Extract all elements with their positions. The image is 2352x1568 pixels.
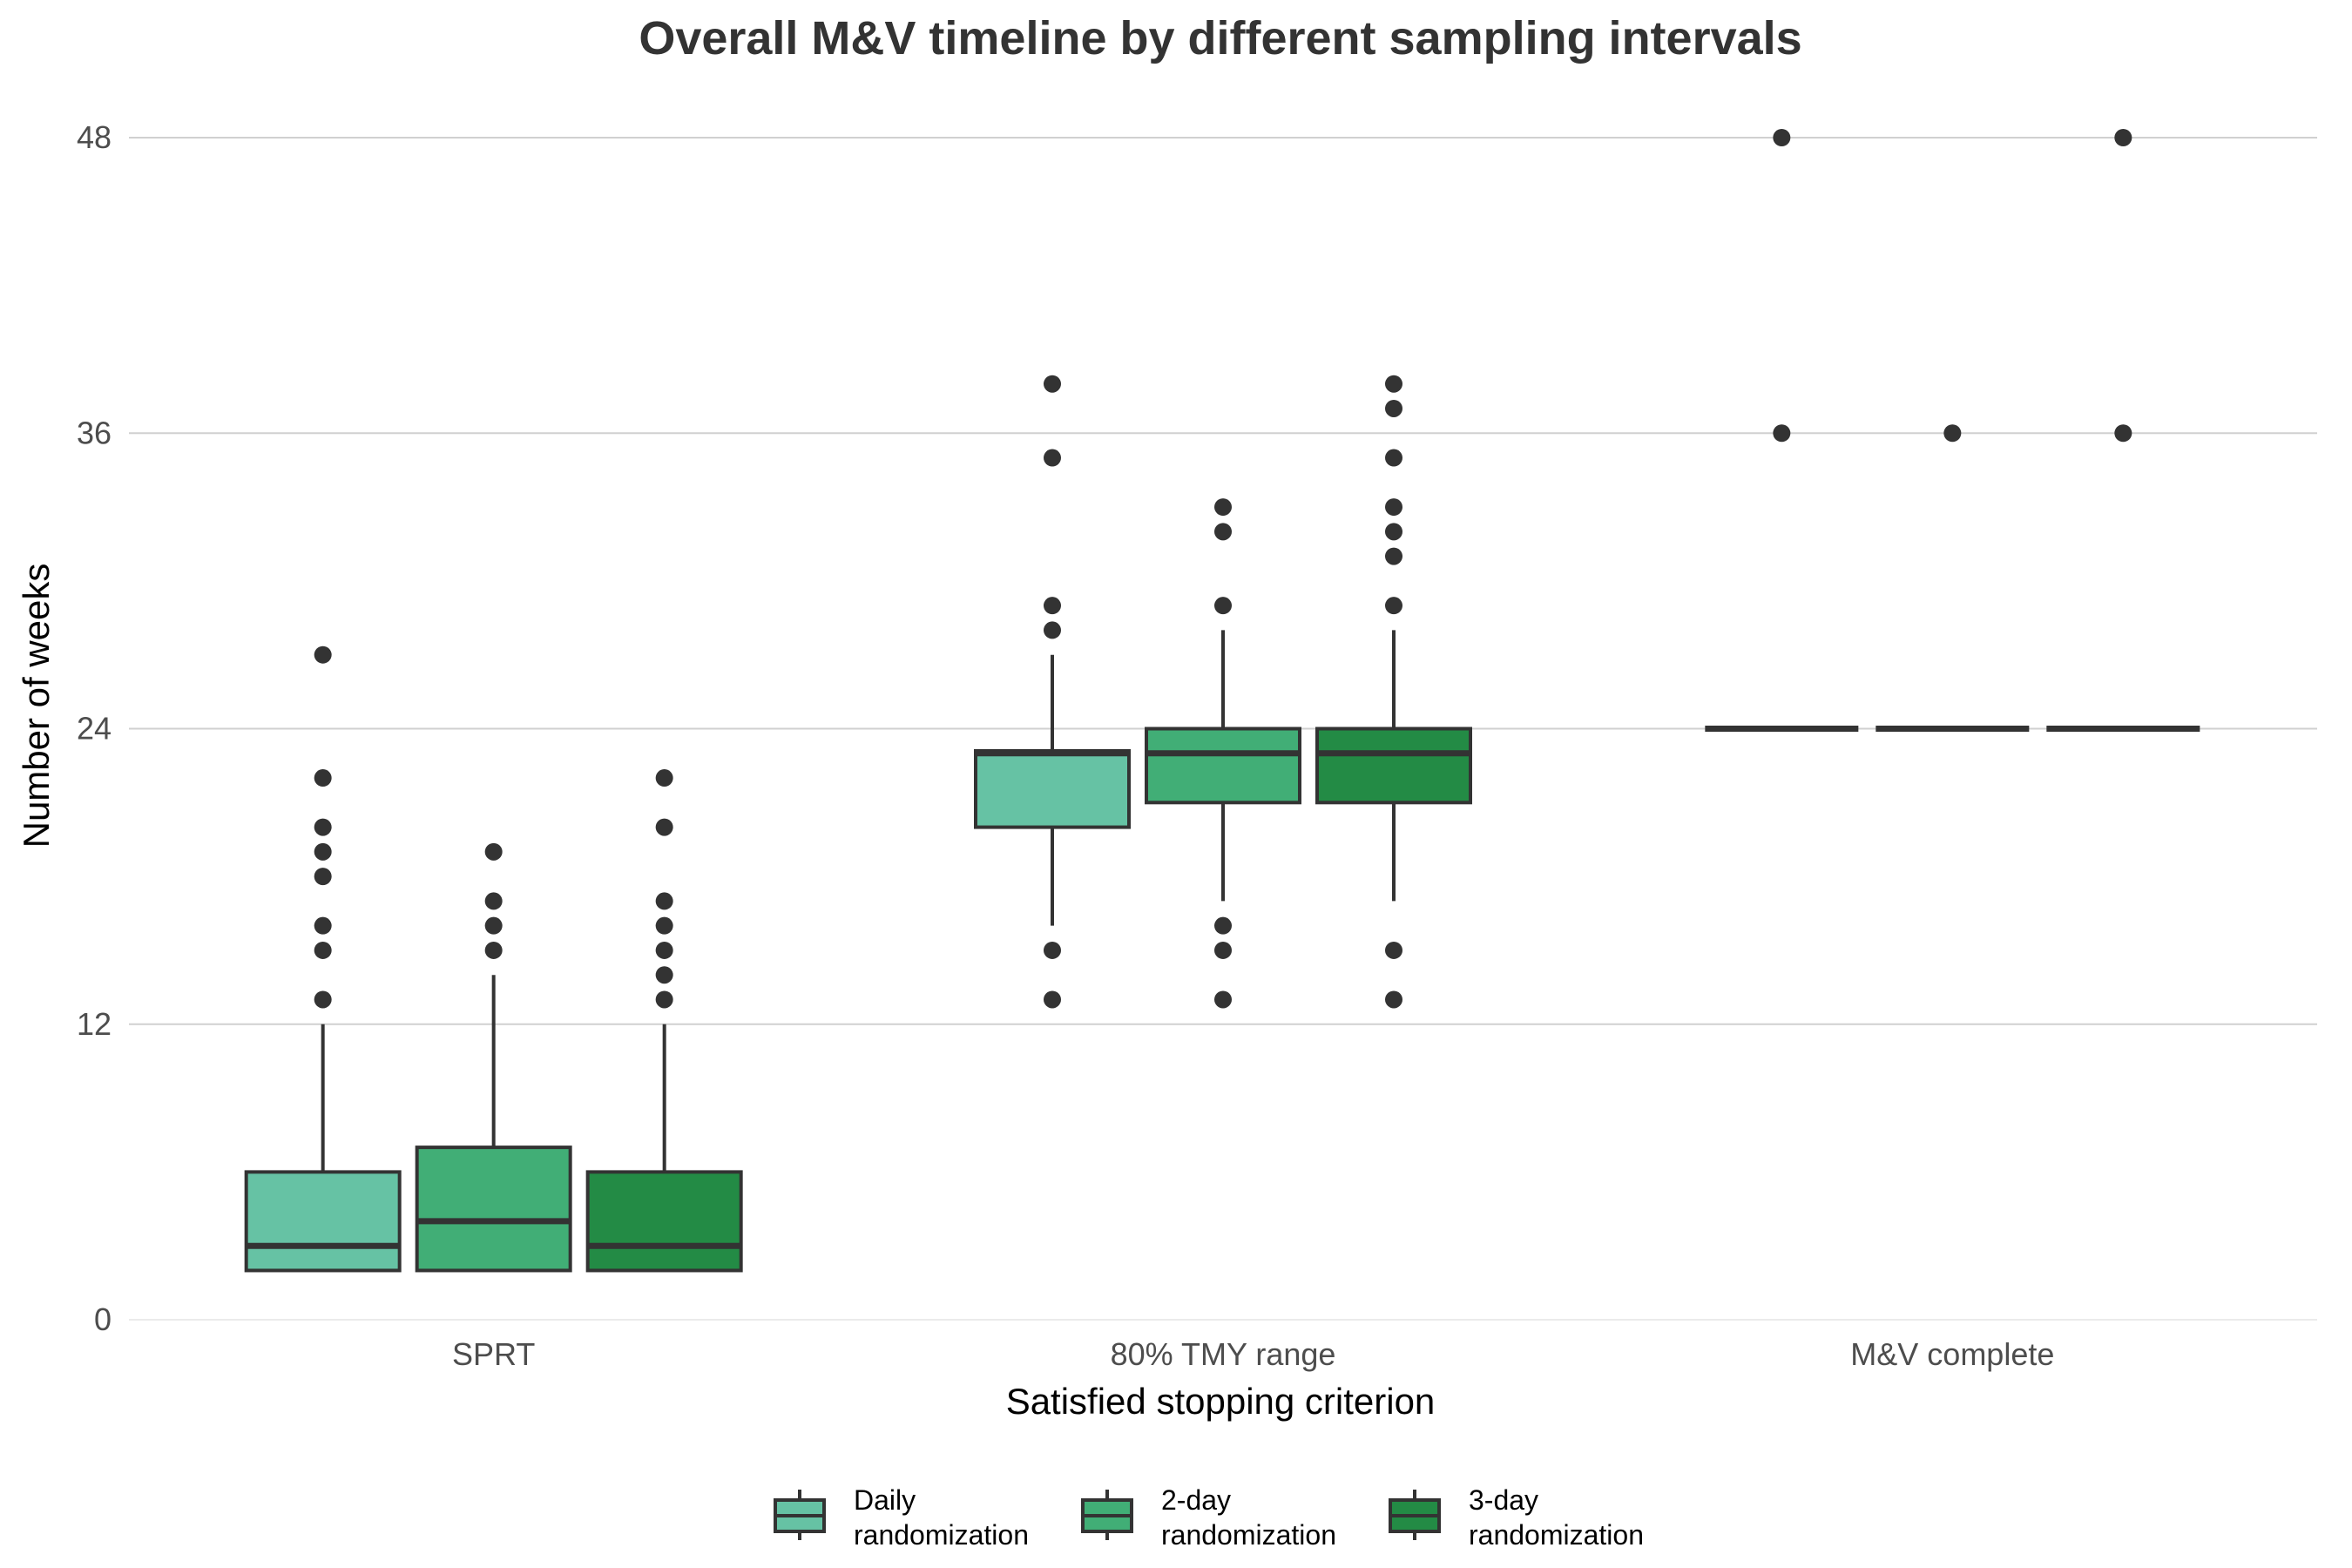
- box-body: [1145, 727, 1301, 805]
- chart-title: Overall M&V timeline by different sampli…: [639, 12, 1801, 64]
- outlier-point: [484, 892, 503, 910]
- legend-item: 2-day randomization: [1081, 1484, 1336, 1551]
- outlier-point: [655, 818, 673, 836]
- outlier-point: [1773, 129, 1791, 146]
- y-tick-label: 24: [77, 711, 112, 747]
- outlier-point: [484, 941, 503, 959]
- box-body: [415, 1146, 572, 1273]
- outlier-point: [1044, 990, 1061, 1009]
- outlier-point: [314, 990, 332, 1009]
- outlier-point: [655, 892, 673, 910]
- outlier-point: [484, 842, 503, 861]
- outlier-point: [1773, 424, 1791, 443]
- box: [1315, 375, 1472, 1009]
- box-body: [1315, 727, 1472, 805]
- x-tick-label: M&V complete: [1850, 1336, 2054, 1372]
- outlier-point: [1385, 597, 1402, 615]
- y-axis-ticks: 0 12 24 36 48: [77, 119, 112, 1337]
- outlier-point: [1044, 941, 1061, 959]
- box: [585, 769, 743, 1273]
- outlier-point: [314, 941, 332, 959]
- outlier-point: [314, 645, 332, 664]
- outlier-point: [655, 990, 673, 1009]
- box-body: [244, 1170, 402, 1273]
- outlier-point: [1044, 449, 1061, 467]
- outlier-point: [1385, 547, 1402, 565]
- outlier-point: [314, 818, 332, 836]
- outlier-point: [314, 916, 332, 935]
- y-tick-label: 12: [77, 1006, 112, 1042]
- y-axis-title: Number of weeks: [16, 564, 57, 848]
- x-axis-ticks: SPRT 80% TMY range M&V complete: [452, 1336, 2054, 1372]
- outlier-point: [1044, 597, 1061, 615]
- box: [974, 375, 1131, 1009]
- outlier-point: [1385, 498, 1402, 517]
- x-axis-title: Satisfied stopping criterion: [1006, 1381, 1436, 1422]
- box: [2046, 129, 2200, 732]
- outlier-point: [1214, 523, 1232, 541]
- outlier-point: [655, 769, 673, 787]
- outlier-point: [1214, 941, 1232, 959]
- outlier-point: [484, 916, 503, 935]
- outlier-point: [1214, 990, 1232, 1009]
- box: [1145, 498, 1301, 1009]
- outlier-point: [2114, 129, 2132, 146]
- outlier-point: [655, 966, 673, 984]
- outlier-point: [655, 916, 673, 935]
- outlier-point: [1943, 424, 1962, 443]
- outlier-point: [655, 941, 673, 959]
- series-group: [415, 424, 2030, 1273]
- outlier-point: [314, 842, 332, 861]
- outlier-point: [1044, 375, 1061, 393]
- y-tick-label: 36: [77, 415, 112, 450]
- box-series: [244, 129, 2200, 1273]
- legend: Daily randomization 2-day randomization 3-da…: [774, 1484, 1644, 1551]
- outlier-point: [1385, 399, 1402, 417]
- series-group: [585, 129, 2200, 1273]
- legend-label: 3-day randomization: [1469, 1484, 1644, 1551]
- outlier-point: [1385, 941, 1402, 959]
- box: [244, 645, 402, 1273]
- box-body: [974, 748, 1131, 829]
- outlier-point: [314, 769, 332, 787]
- y-tick-label: 48: [77, 119, 112, 155]
- outlier-point: [1385, 990, 1402, 1009]
- x-tick-label: SPRT: [452, 1336, 535, 1372]
- outlier-point: [1214, 916, 1232, 935]
- outlier-point: [314, 868, 332, 886]
- box-body: [585, 1170, 743, 1273]
- outlier-point: [1385, 449, 1402, 467]
- legend-item: Daily randomization: [774, 1484, 1029, 1551]
- legend-label: Daily randomization: [854, 1484, 1029, 1551]
- x-tick-label: 80% TMY range: [1111, 1336, 1336, 1372]
- box: [1705, 129, 1859, 732]
- y-tick-label: 0: [94, 1301, 112, 1337]
- outlier-point: [1214, 498, 1232, 517]
- box: [1876, 424, 2030, 732]
- box: [415, 842, 572, 1273]
- legend-label: 2-day randomization: [1161, 1484, 1336, 1551]
- series-group: [244, 129, 1859, 1273]
- legend-item: 3-day randomization: [1389, 1484, 1644, 1551]
- outlier-point: [1385, 375, 1402, 393]
- outlier-point: [1044, 621, 1061, 639]
- outlier-point: [1214, 597, 1232, 615]
- outlier-point: [1385, 523, 1402, 541]
- outlier-point: [2114, 424, 2132, 443]
